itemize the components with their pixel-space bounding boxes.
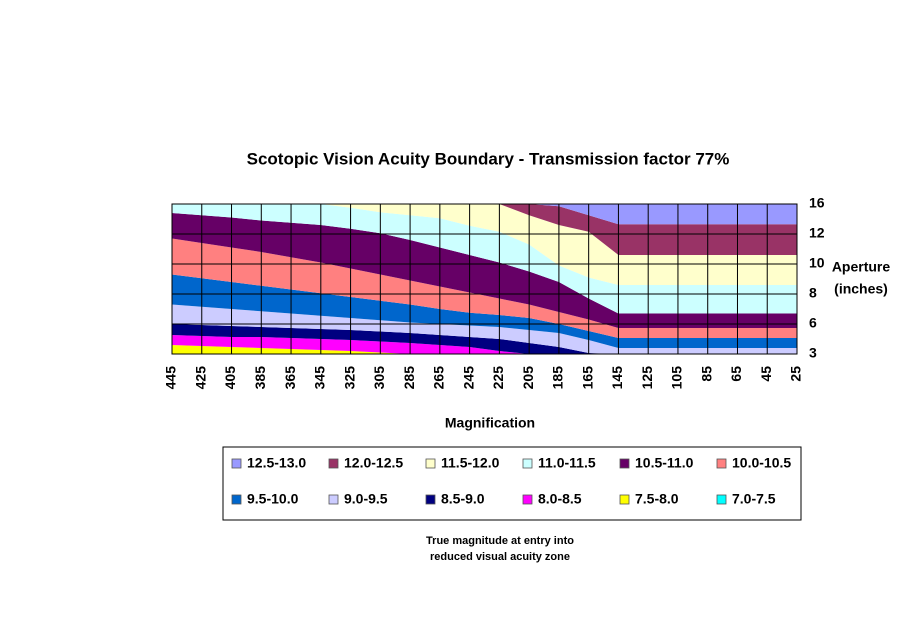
chart-title: Scotopic Vision Acuity Boundary - Transm… (247, 149, 730, 168)
x-tick-label: 205 (520, 366, 536, 390)
legend-label: 8.5-9.0 (441, 491, 485, 507)
plot-border (171, 203, 798, 355)
legend-label: 8.0-8.5 (538, 491, 582, 507)
x-tick-label: 365 (282, 366, 298, 390)
x-tick-label: 25 (788, 366, 804, 382)
legend-swatch (328, 494, 339, 505)
y-tick-label: 8 (809, 285, 817, 301)
area-band (172, 204, 797, 314)
legend-swatch (231, 458, 242, 469)
area-band (172, 204, 797, 225)
y-axis-title: (inches) (834, 281, 888, 297)
area-band (172, 324, 797, 354)
x-tick-label: 65 (728, 366, 744, 382)
legend-swatch (619, 458, 630, 469)
legend-label: 9.5-10.0 (247, 491, 299, 507)
legend-label: 7.0-7.5 (732, 491, 776, 507)
y-tick-label: 6 (809, 315, 817, 331)
x-tick-label: 305 (371, 366, 387, 390)
x-tick-label: 105 (669, 366, 685, 390)
area-band (172, 213, 797, 328)
y-tick-label: 10 (809, 255, 825, 271)
legend-label: 7.5-8.0 (635, 491, 679, 507)
legend-swatch (231, 494, 242, 505)
x-tick-label: 165 (579, 366, 595, 390)
legend-box (222, 446, 802, 521)
legend-label: 10.5-11.0 (635, 455, 694, 471)
legend-swatch (425, 458, 436, 469)
x-tick-label: 325 (341, 366, 357, 390)
area-band (172, 204, 797, 255)
x-tick-label: 225 (490, 366, 506, 390)
legend-label: 11.5-12.0 (441, 455, 500, 471)
x-axis-title: Magnification (445, 415, 535, 431)
legend-swatch (328, 458, 339, 469)
note: reduced visual acuity zone (430, 551, 570, 563)
legend-label: 11.0-11.5 (538, 455, 596, 471)
plot-area: 3 6 8 10 12 16 445 425 405 385 365 345 325 305 285 265 2… (163, 195, 825, 390)
y-tick-label: 16 (809, 195, 825, 211)
x-tick-label: 385 (252, 366, 268, 390)
legend-swatch (425, 494, 436, 505)
note: True magnitude at entry into (426, 535, 574, 547)
x-tick-label: 245 (460, 366, 476, 390)
legend: 12.5-13.0 12.0-12.5 11.5-12.0 11.0-11.5 10.5… (231, 455, 791, 507)
x-tick-label: 125 (639, 366, 655, 390)
x-tick-label: 445 (163, 366, 179, 390)
x-tick-label: 85 (698, 366, 714, 382)
area-band (172, 274, 797, 348)
x-tick-label: 425 (192, 366, 208, 390)
legend-swatch (716, 494, 727, 505)
x-tick-label: 285 (401, 366, 417, 390)
area-band (172, 304, 797, 354)
area-band (172, 345, 797, 354)
legend-swatch (522, 494, 533, 505)
x-tick-label: 145 (609, 366, 625, 390)
x-tick-label: 265 (431, 366, 447, 390)
legend-swatch (619, 494, 630, 505)
y-tick-label: 12 (809, 225, 825, 241)
legend-swatch (716, 458, 727, 469)
area-band (172, 204, 797, 285)
area-band (172, 335, 797, 354)
x-tick-label: 185 (550, 366, 566, 390)
legend-swatch (522, 458, 533, 469)
legend-label: 10.0-10.5 (732, 455, 791, 471)
x-tick-label: 405 (222, 366, 238, 390)
x-tick-label: 45 (758, 366, 774, 382)
area-band (172, 238, 797, 338)
legend-label: 12.0-12.5 (344, 455, 403, 471)
y-tick-label: 3 (809, 345, 817, 361)
x-tick-label: 345 (312, 366, 328, 390)
legend-label: 12.5-13.0 (247, 455, 306, 471)
legend-label: 9.0-9.5 (344, 491, 388, 507)
y-axis-title: Aperture (832, 259, 891, 275)
